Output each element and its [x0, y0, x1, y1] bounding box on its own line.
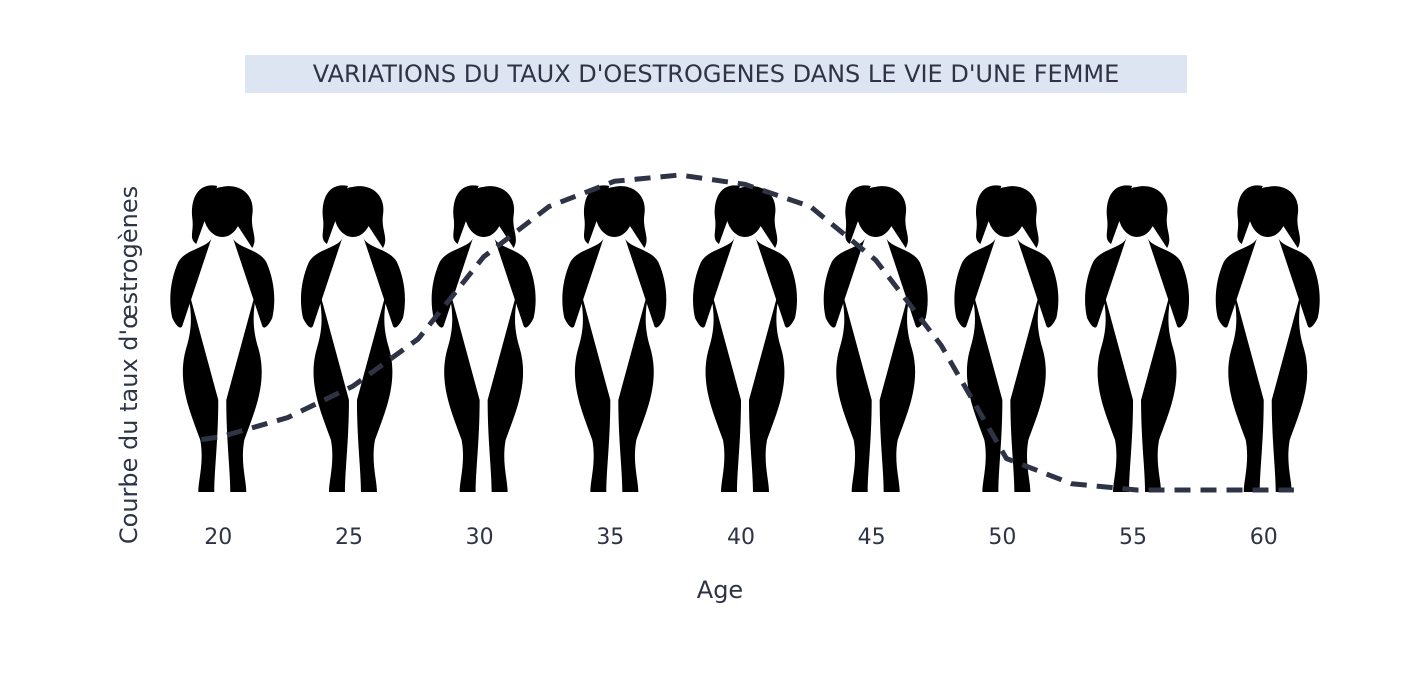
figures: [170, 185, 1319, 492]
woman-figure: [562, 185, 666, 492]
x-tick-label: 20: [204, 525, 232, 550]
x-tick-label: 25: [335, 525, 363, 550]
x-tick-label: 60: [1250, 525, 1278, 550]
woman-figure: [1216, 185, 1320, 492]
woman-figure: [170, 185, 274, 492]
x-tick-label: 50: [988, 525, 1016, 550]
x-tick-label: 40: [727, 525, 755, 550]
estrogen-curve: [201, 172, 1294, 493]
x-tick-label: 35: [596, 525, 624, 550]
y-axis-label: Courbe du taux d'œstrogènes: [115, 186, 143, 544]
x-tick-label: 45: [858, 525, 886, 550]
chart-title: VARIATIONS DU TAUX D'OESTROGENES DANS LE…: [313, 60, 1120, 88]
x-tick-label: 55: [1119, 525, 1147, 550]
woman-figure: [1085, 185, 1189, 492]
woman-figure: [301, 185, 405, 492]
title-box: [245, 55, 1187, 93]
woman-figure: [693, 185, 797, 492]
x-tick-label: 30: [466, 525, 494, 550]
woman-figure: [954, 185, 1058, 492]
x-axis-label: Age: [697, 576, 743, 604]
